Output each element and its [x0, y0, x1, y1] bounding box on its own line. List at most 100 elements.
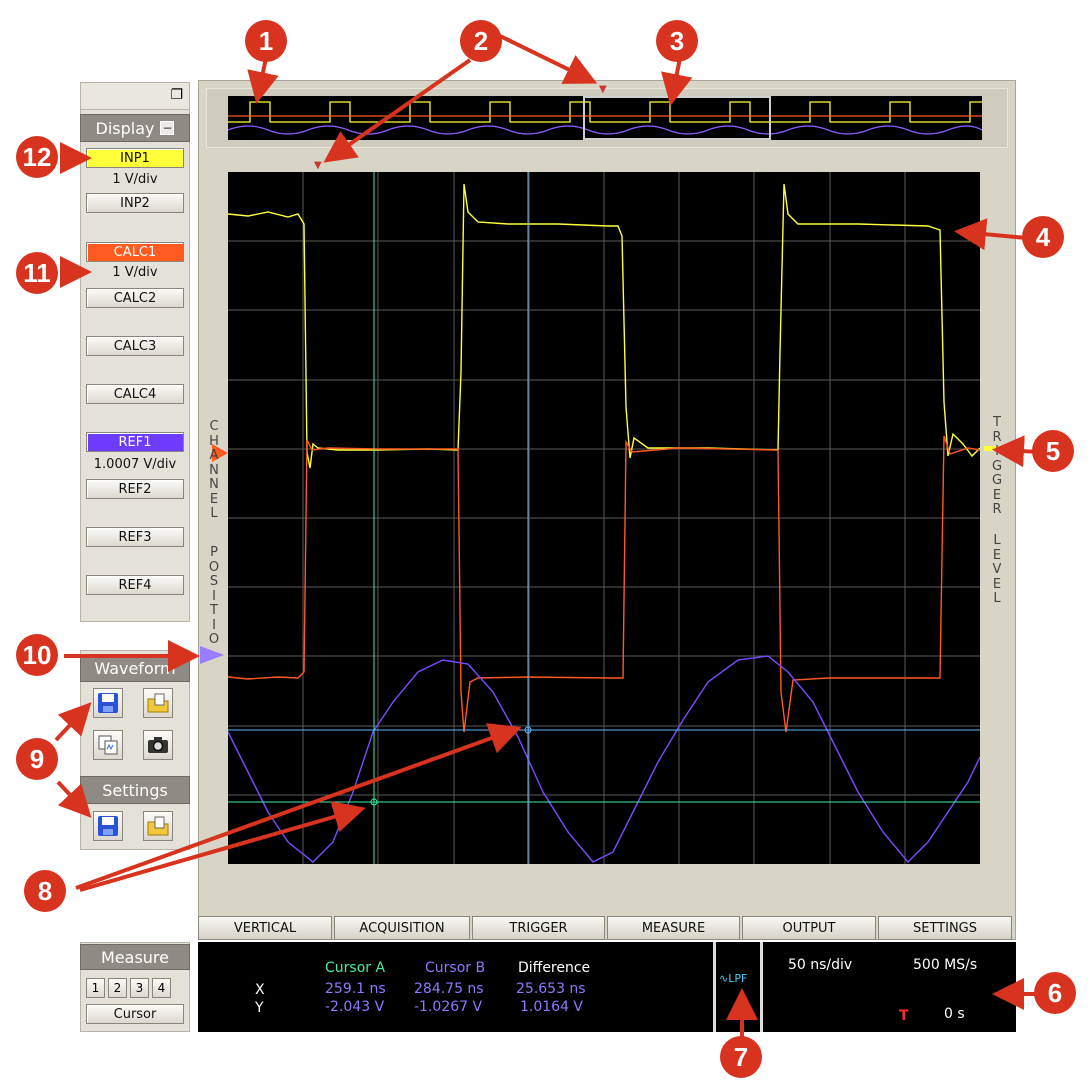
calc4-label: CALC4	[113, 386, 157, 402]
calc1-button[interactable]: CALC1	[86, 242, 184, 262]
ref4-label: REF4	[118, 577, 152, 593]
overview-trigger-marker: ▼	[599, 84, 607, 95]
cursor-a-y-value: -2.043 V	[325, 999, 385, 1015]
ref3-button[interactable]: REF3	[86, 527, 184, 547]
callout-11: 11	[16, 252, 58, 294]
cursor-a-x-value: 259.1 ns	[325, 981, 386, 997]
difference-header: Difference	[518, 960, 591, 976]
trigger-position-marker[interactable]: ▼	[314, 160, 322, 171]
settings-header: Settings	[80, 776, 190, 804]
measure-4-label: 4	[157, 981, 166, 995]
trigger-level-marker[interactable]	[984, 446, 998, 451]
measure-3-label: 3	[135, 981, 144, 995]
cursor-b-x-value: 284.75 ns	[414, 981, 484, 997]
calc3-label: CALC3	[113, 338, 157, 354]
sample-rate-value: 500 MS/s	[913, 957, 978, 973]
cursor-b-marker	[524, 726, 532, 734]
waveform-header-label: Waveform	[94, 658, 176, 678]
ref1-label: REF1	[118, 434, 152, 450]
y-row-label: Y	[255, 1000, 264, 1016]
measure-3-button[interactable]: 3	[130, 978, 149, 998]
tab-settings[interactable]: SETTINGS	[878, 916, 1012, 940]
inp2-label: INP2	[120, 195, 150, 211]
calc4-button[interactable]: CALC4	[86, 384, 184, 404]
ref3-label: REF3	[118, 529, 152, 545]
measure-1-label: 1	[91, 981, 100, 995]
calc2-label: CALC2	[113, 290, 157, 306]
lpf-label: ∿LPF	[719, 972, 748, 985]
cursor-label: Cursor	[113, 1006, 157, 1022]
ref4-button[interactable]: REF4	[86, 575, 184, 595]
calc3-button[interactable]: CALC3	[86, 336, 184, 356]
tab-settings-label: SETTINGS	[912, 920, 977, 936]
measure-2-button[interactable]: 2	[108, 978, 127, 998]
trigger-t-icon: T	[899, 1008, 909, 1024]
tab-measure-label: MEASURE	[641, 920, 706, 936]
measure-header: Measure	[80, 944, 190, 970]
callout-1: 1	[245, 20, 287, 62]
measure-4-button[interactable]: 4	[152, 978, 171, 998]
calc1-label: CALC1	[113, 244, 157, 260]
cursor-a-header: Cursor A	[325, 960, 386, 976]
display-header-label: Display	[95, 118, 155, 138]
ref1-vdiv: 1.0007 V/div	[93, 457, 177, 472]
restore-window-icon[interactable]: ❐	[170, 87, 183, 103]
lpf-indicator[interactable]: ∿LPF	[713, 942, 763, 1032]
measure-header-label: Measure	[101, 947, 169, 967]
callout-7: 7	[720, 1036, 762, 1078]
save-waveform-icon[interactable]	[93, 688, 123, 718]
measure-2-label: 2	[113, 981, 122, 995]
calc1-position-marker[interactable]	[212, 444, 230, 462]
ref2-button[interactable]: REF2	[86, 479, 184, 499]
tab-acquisition-label: ACQUISITION	[359, 920, 445, 936]
camera-icon[interactable]	[143, 730, 173, 760]
tab-measure[interactable]: MEASURE	[607, 916, 740, 940]
open-settings-icon[interactable]	[143, 811, 173, 841]
cursor-b-header: Cursor B	[425, 960, 486, 976]
inp1-button[interactable]: INP1	[86, 148, 184, 168]
scope-display[interactable]	[228, 172, 980, 864]
scope-grid	[228, 172, 980, 864]
cursor-b-y-value: -1.0267 V	[414, 999, 483, 1015]
tab-trigger-label: TRIGGER	[509, 920, 568, 936]
waveform-overview[interactable]	[228, 96, 982, 140]
tab-acquisition[interactable]: ACQUISITION	[334, 916, 470, 940]
difference-y-value: 1.0164 V	[520, 999, 584, 1015]
measure-1-button[interactable]: 1	[86, 978, 105, 998]
ref1-button[interactable]: REF1	[86, 432, 184, 452]
calc1-vdiv: 1 V/div	[112, 265, 158, 280]
ref2-label: REF2	[118, 481, 152, 497]
inp1-label: INP1	[120, 150, 150, 166]
cursor-button[interactable]: Cursor	[86, 1004, 184, 1024]
callout-8: 8	[24, 870, 66, 912]
tab-output[interactable]: OUTPUT	[742, 916, 876, 940]
inp1-trace	[228, 183, 980, 469]
inp1-vdiv: 1 V/div	[112, 172, 158, 187]
callout-5: 5	[1032, 430, 1074, 472]
callout-4: 4	[1022, 216, 1064, 258]
save-settings-icon[interactable]	[93, 811, 123, 841]
collapse-icon[interactable]: −	[160, 121, 175, 135]
display-header: Display −	[80, 114, 190, 142]
tab-vertical[interactable]: VERTICAL	[198, 916, 332, 940]
x-row-label: X	[255, 982, 265, 998]
callout-6: 6	[1034, 972, 1076, 1014]
callout-2: 2	[460, 20, 502, 62]
calc2-button[interactable]: CALC2	[86, 288, 184, 308]
tab-trigger[interactable]: TRIGGER	[472, 916, 605, 940]
callout-12: 12	[16, 136, 58, 178]
tab-vertical-label: VERTICAL	[233, 920, 297, 936]
open-waveform-icon[interactable]	[143, 688, 173, 718]
inp2-button[interactable]: INP2	[86, 193, 184, 213]
settings-header-label: Settings	[102, 780, 168, 800]
callout-10: 10	[16, 634, 58, 676]
ref1-position-marker[interactable]	[200, 646, 226, 664]
panel-titlebar: ❐	[80, 82, 190, 110]
copy-waveform-icon[interactable]	[93, 730, 123, 760]
cursor-readout-panel	[198, 942, 1016, 1032]
callout-9: 9	[16, 738, 58, 780]
